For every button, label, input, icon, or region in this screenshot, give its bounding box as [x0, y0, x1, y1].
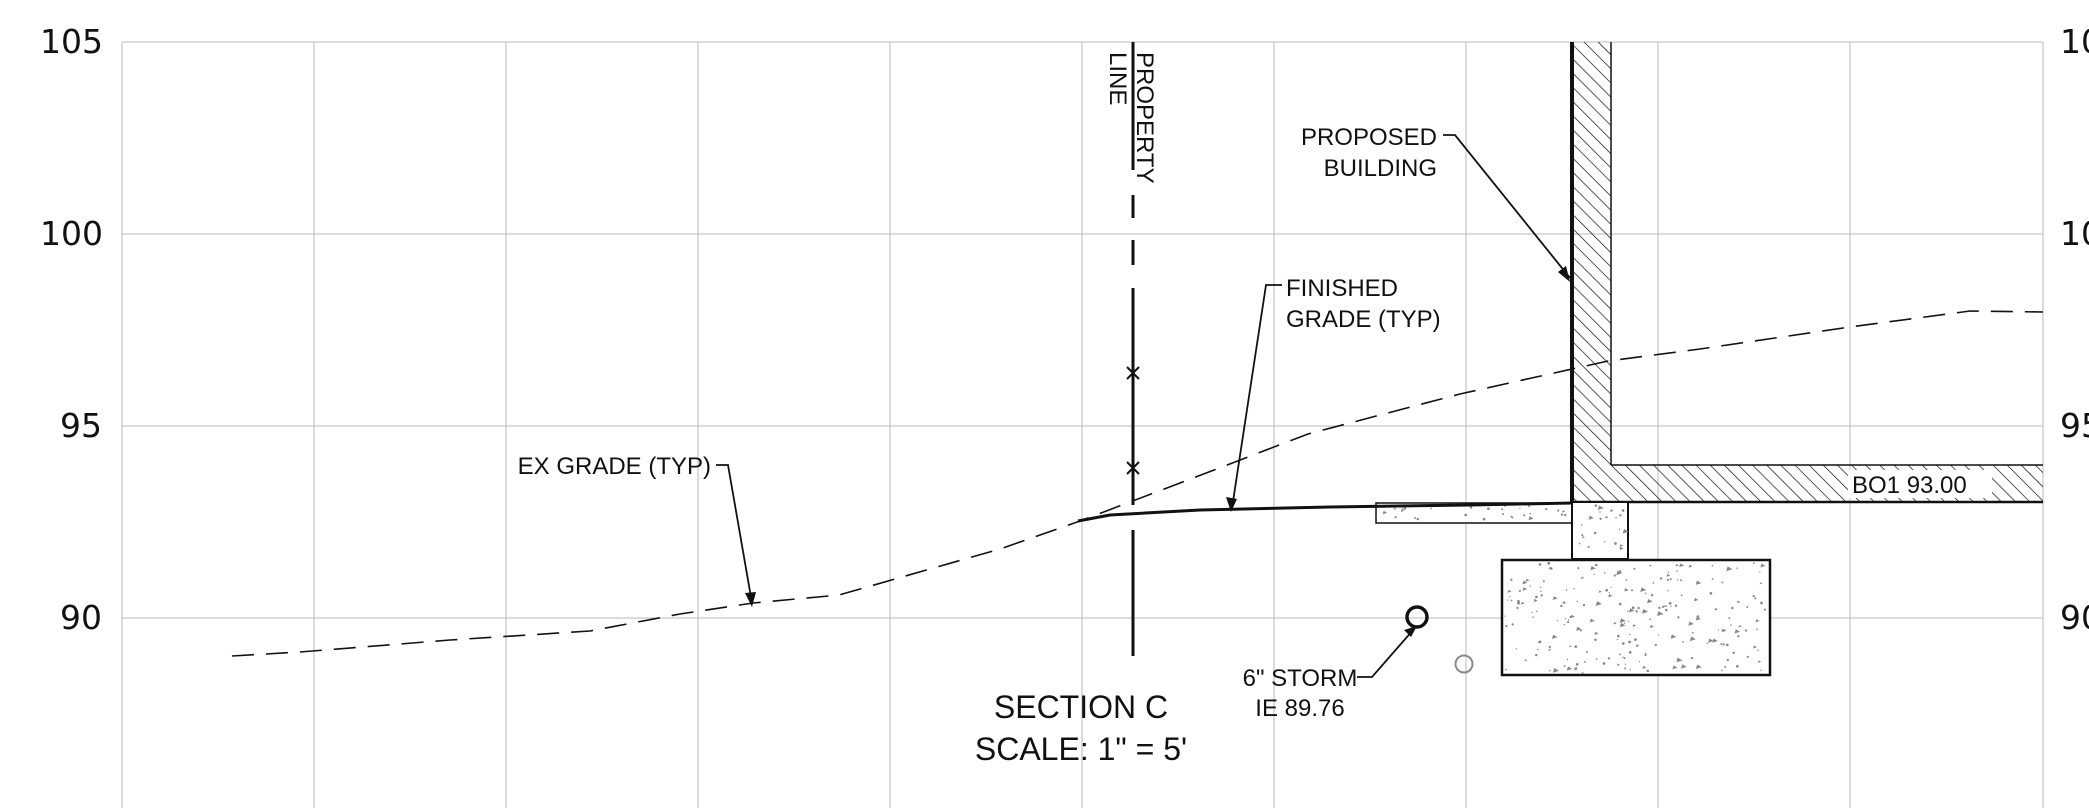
- finished-grade-label-1: FINISHED: [1286, 275, 1398, 302]
- storm-label-1: 6" STORM: [1243, 665, 1358, 692]
- bo1-label: BO1 93.00: [1852, 472, 1967, 499]
- right-axis: 10 10 95 90: [2060, 22, 2089, 637]
- right-tick-100: 10: [2060, 214, 2089, 253]
- property-line-label-1: PROPERTY: [1131, 52, 1158, 184]
- left-tick-90: 90: [60, 598, 102, 637]
- grid: [121, 41, 2044, 808]
- right-tick-95: 95: [2060, 406, 2089, 445]
- proposed-building-label-2: BUILDING: [1324, 155, 1437, 182]
- right-tick-105: 10: [2060, 22, 2089, 61]
- ex-grade-label: EX GRADE (TYP): [518, 453, 711, 480]
- section-scale: SCALE: 1" = 5': [975, 731, 1187, 767]
- property-line-label-2: LINE: [1104, 52, 1131, 105]
- left-tick-95: 95: [60, 406, 102, 445]
- section-title: SECTION C: [994, 689, 1168, 725]
- finished-grade-leader: [1231, 284, 1282, 509]
- right-tick-90: 90: [2060, 598, 2089, 637]
- left-tick-105: 105: [40, 22, 103, 61]
- ex-grade-leader: [716, 464, 753, 604]
- property-line: [1126, 42, 1140, 656]
- concrete-slab: [1375, 501, 1772, 677]
- storm-leader: [1357, 628, 1415, 678]
- finished-grade-label-2: GRADE (TYP): [1286, 306, 1441, 333]
- storm-pipe: [1405, 605, 1429, 629]
- proposed-building: [1570, 42, 2043, 504]
- left-tick-100: 100: [40, 214, 103, 253]
- proposed-building-leader: [1443, 134, 1571, 279]
- left-axis: 105 100 95 90: [40, 22, 103, 637]
- finished-grade-line: [1077, 501, 1573, 523]
- storm-label-2: IE 89.76: [1255, 695, 1344, 722]
- storm-pipe-existing: [1454, 654, 1474, 674]
- proposed-building-label-1: PROPOSED: [1301, 124, 1437, 151]
